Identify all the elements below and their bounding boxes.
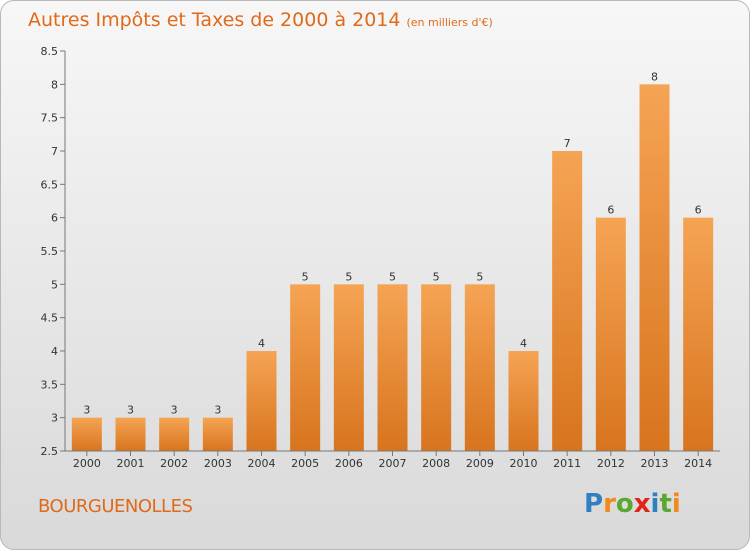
data-label-2001: 3 xyxy=(127,404,134,417)
logo-letter: i xyxy=(650,489,660,519)
x-axis: 2000 2001 2002 2003 2004 2005 2006 2007 2008 2009… xyxy=(65,450,720,470)
data-label-2014: 6 xyxy=(695,204,702,217)
y-tick-label: 3 xyxy=(51,412,58,425)
data-label-2003: 3 xyxy=(214,404,221,417)
data-label-2010: 4 xyxy=(520,337,527,350)
y-tick-label: 3.5 xyxy=(41,378,59,391)
y-tick-label: 4 xyxy=(51,345,58,358)
y-tick-label: 7 xyxy=(51,145,58,158)
x-tick-label-2014: 2014 xyxy=(684,457,712,470)
bar-2009 xyxy=(464,284,495,451)
x-tick-label-2003: 2003 xyxy=(204,457,232,470)
x-tick-label-2005: 2005 xyxy=(291,457,319,470)
x-tick-label-2008: 2008 xyxy=(422,457,450,470)
title-unit: (en milliers d'€) xyxy=(406,16,493,29)
bar-2010 xyxy=(508,351,539,451)
x-tick-label-2012: 2012 xyxy=(597,457,625,470)
logo-letter: i xyxy=(671,489,681,519)
x-tick-label-2009: 2009 xyxy=(466,457,494,470)
y-axis: 2.5 3 3.5 4 4.5 5 5.5 6 6.5 7 7.5 8 8.5 xyxy=(41,45,66,458)
bar-2013 xyxy=(639,84,670,451)
data-label-2000: 3 xyxy=(83,404,90,417)
data-label-2007: 5 xyxy=(389,270,396,283)
y-tick-label: 6.5 xyxy=(41,178,59,191)
bar-2005 xyxy=(290,284,321,451)
logo-letter: r xyxy=(603,489,616,519)
bar-2003 xyxy=(202,417,233,451)
y-tick-label: 5.5 xyxy=(41,245,59,258)
y-tick-label: 8.5 xyxy=(41,45,59,58)
data-label-2002: 3 xyxy=(171,404,178,417)
y-tick-label: 7.5 xyxy=(41,112,59,125)
logo-letter: o xyxy=(615,489,634,519)
data-label-2009: 5 xyxy=(476,270,483,283)
data-label-2012: 6 xyxy=(607,204,614,217)
y-tick-label: 8 xyxy=(51,78,58,91)
x-tick-label-2000: 2000 xyxy=(73,457,101,470)
y-tick-label: 2.5 xyxy=(41,445,59,458)
bars: 3 3 3 3 4 5 5 5 5 5 4 7 6 8 6 xyxy=(71,70,714,451)
bar-2004 xyxy=(246,351,277,451)
data-label-2006: 5 xyxy=(345,270,352,283)
commune-name: BOURGUENOLLES xyxy=(38,496,193,517)
bar-2006 xyxy=(333,284,364,451)
data-label-2004: 4 xyxy=(258,337,265,350)
y-tick-label: 5 xyxy=(51,278,58,291)
bar-2014 xyxy=(683,217,714,451)
data-label-2005: 5 xyxy=(302,270,309,283)
x-tick-label-2002: 2002 xyxy=(160,457,188,470)
logo-letter: t xyxy=(659,489,672,519)
bar-2007 xyxy=(377,284,408,451)
bar-2002 xyxy=(159,417,190,451)
bar-2012 xyxy=(595,217,626,451)
x-tick-label-2001: 2001 xyxy=(117,457,145,470)
y-tick-label: 4.5 xyxy=(41,312,59,325)
title-text: Autres Impôts et Taxes de 2000 à 2014 xyxy=(28,9,401,31)
logo-letter: x xyxy=(633,489,651,519)
data-label-2011: 7 xyxy=(564,137,571,150)
x-tick-label-2007: 2007 xyxy=(379,457,407,470)
bar-2011 xyxy=(552,151,583,451)
chart-title: Autres Impôts et Taxes de 2000 à 2014 (en… xyxy=(28,9,493,31)
data-label-2008: 5 xyxy=(433,270,440,283)
x-tick-label-2013: 2013 xyxy=(641,457,669,470)
data-label-2013: 8 xyxy=(651,70,658,83)
bar-2008 xyxy=(421,284,452,451)
logo-letter: P xyxy=(584,489,604,519)
x-tick-label-2011: 2011 xyxy=(553,457,581,470)
y-tick-label: 6 xyxy=(51,212,58,225)
bar-2000 xyxy=(71,417,102,451)
bar-2001 xyxy=(115,417,146,451)
x-tick-label-2004: 2004 xyxy=(248,457,276,470)
x-tick-label-2006: 2006 xyxy=(335,457,363,470)
proxiti-logo: Proxiti xyxy=(584,489,681,519)
x-tick-label-2010: 2010 xyxy=(510,457,538,470)
